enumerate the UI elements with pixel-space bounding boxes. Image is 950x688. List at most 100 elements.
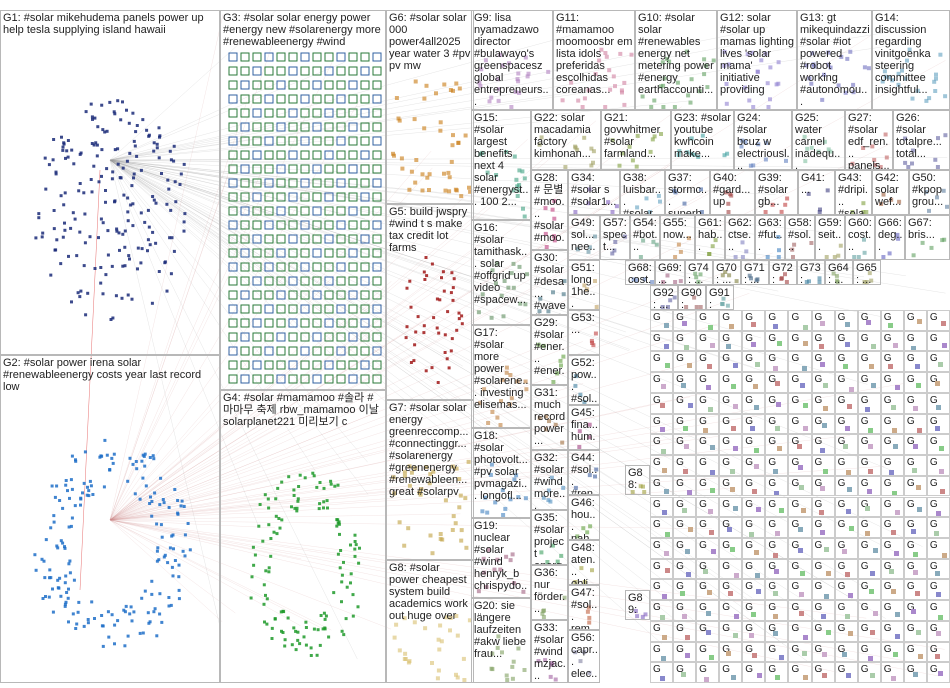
tiny-node <box>706 364 712 370</box>
node <box>356 605 360 609</box>
edge <box>109 91 592 161</box>
tiny-group-label: G <box>699 394 707 406</box>
node <box>249 596 253 600</box>
node <box>70 148 74 152</box>
tiny-node <box>826 570 832 576</box>
node <box>252 108 262 118</box>
node <box>168 546 172 550</box>
tiny-node <box>872 610 878 616</box>
node <box>587 670 592 675</box>
group-box-g32: G32: #solar #wind more... <box>531 450 568 510</box>
tiny-node <box>849 387 855 392</box>
tiny-group-cell: G <box>811 351 835 373</box>
tiny-group-label: G <box>699 374 707 386</box>
node <box>726 201 731 206</box>
tiny-node <box>820 447 826 453</box>
tiny-group-label: G <box>676 664 684 676</box>
node <box>562 595 567 600</box>
node <box>312 94 322 104</box>
edge <box>109 139 528 521</box>
node <box>99 454 103 458</box>
edge <box>109 178 738 521</box>
group-box-g54: G54: #bot... <box>630 215 660 260</box>
node <box>392 153 396 158</box>
edge <box>109 353 310 521</box>
node <box>63 602 67 606</box>
node <box>372 52 382 62</box>
node <box>52 138 56 141</box>
tiny-group-cell: G <box>788 372 812 393</box>
tiny-group-label: G <box>883 332 892 344</box>
node <box>228 80 238 90</box>
node <box>521 589 526 594</box>
node-cluster <box>722 49 781 109</box>
tiny-group-label: G <box>860 581 869 593</box>
tiny-group-label: G <box>699 581 707 593</box>
node <box>804 280 809 284</box>
node-cluster <box>478 365 529 427</box>
tiny-group-cell: G <box>857 392 881 414</box>
node <box>276 108 286 118</box>
node <box>910 96 915 101</box>
node <box>322 500 326 504</box>
node <box>563 165 568 169</box>
node <box>173 488 177 491</box>
node <box>748 163 753 168</box>
node-cluster <box>480 462 528 517</box>
node <box>66 596 70 600</box>
group-box-g64: G64: ... <box>825 260 853 285</box>
node <box>279 610 283 614</box>
tiny-node <box>890 404 896 410</box>
node <box>68 496 71 500</box>
tiny-node <box>939 445 945 451</box>
node <box>61 148 65 152</box>
node <box>851 90 856 95</box>
tiny-node <box>756 589 762 595</box>
tiny-group-label: G <box>745 353 754 365</box>
node <box>52 209 56 212</box>
node <box>454 614 459 618</box>
node <box>252 290 262 300</box>
node <box>59 262 63 266</box>
tiny-group-cell: G <box>834 413 858 435</box>
tiny-group-cell: G <box>742 455 766 476</box>
node <box>101 624 105 628</box>
node <box>360 150 370 160</box>
tiny-group-label: G <box>676 457 684 469</box>
tiny-group-label: G <box>906 436 915 448</box>
node <box>622 102 627 107</box>
node <box>641 484 645 489</box>
node <box>324 276 334 286</box>
node <box>506 285 511 290</box>
node <box>498 567 503 572</box>
node <box>161 498 165 501</box>
node <box>507 61 511 66</box>
node <box>673 190 678 195</box>
node <box>312 66 322 76</box>
tiny-group-label: G <box>837 519 846 531</box>
node <box>525 74 530 79</box>
node <box>620 90 624 95</box>
node <box>90 142 94 145</box>
node <box>413 180 418 185</box>
node-cluster <box>404 256 464 384</box>
group-box-g67: G67: bris... <box>905 215 950 260</box>
node <box>640 615 645 619</box>
node <box>312 164 322 174</box>
node <box>121 232 125 236</box>
tiny-group-cell: G <box>765 641 789 663</box>
node <box>312 627 316 631</box>
node <box>300 206 310 216</box>
node <box>450 337 454 341</box>
node <box>82 191 86 195</box>
node <box>763 157 768 162</box>
node <box>929 245 934 250</box>
node <box>68 559 72 563</box>
node <box>228 94 238 104</box>
tiny-group-label: G <box>906 457 915 469</box>
node <box>606 200 611 205</box>
node <box>934 72 938 77</box>
tiny-node <box>755 572 761 578</box>
node <box>276 346 286 356</box>
node <box>696 280 701 284</box>
